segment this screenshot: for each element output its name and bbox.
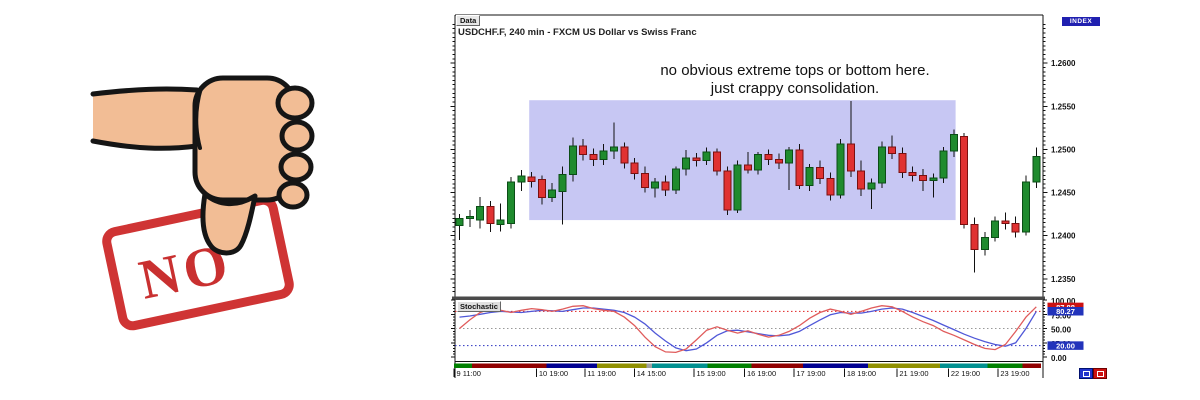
time-axis-label: 18 19:00 [847, 369, 876, 378]
stoch-axis-label: 100.00 [1051, 297, 1076, 306]
scroll-forward-button[interactable] [1093, 368, 1107, 379]
candlesticks [455, 101, 1041, 273]
time-axis-label: 17 19:00 [796, 369, 825, 378]
price-axis-label: 1.2450 [1051, 189, 1076, 198]
thumb [200, 191, 258, 256]
price-axis-label: 1.2500 [1051, 145, 1076, 154]
time-axis-label: 9 11:00 [457, 369, 481, 378]
scroll-back-button[interactable] [1079, 368, 1093, 379]
data-button[interactable]: Data [456, 15, 481, 26]
stochastic-line-%D [459, 307, 1037, 352]
stoch-value-badge [1047, 302, 1084, 312]
price-axis-label: 1.2600 [1051, 59, 1076, 68]
thumbs-down-hand [90, 75, 315, 256]
time-axis-label: 15 19:00 [696, 369, 725, 378]
forearm [93, 89, 197, 149]
knuckle-1 [275, 85, 315, 121]
stoch-axis-label: 0.00 [1051, 354, 1067, 363]
price-axis: 1.2600 1.2550 1.2500 1.2450 1.2400 1.2350 [450, 23, 1076, 293]
time-axis-label: 16 19:00 [747, 369, 776, 378]
time-axis-label: 10 19:00 [539, 369, 568, 378]
time-axis-label: 22 19:00 [951, 369, 980, 378]
time-axis-label: 14 15:00 [637, 369, 666, 378]
price-axis-label: 1.2350 [1051, 275, 1076, 284]
svg-text:80.27: 80.27 [1056, 307, 1075, 316]
stoch-axis-label: 50.00 [1051, 326, 1072, 335]
stoch-axis-label: 75.00 [1051, 311, 1072, 320]
scroll-forward-icon [1096, 370, 1104, 377]
wrist-line [194, 86, 203, 150]
svg-text:20.00: 20.00 [1056, 342, 1075, 351]
price-axis-label: 1.2400 [1051, 232, 1076, 241]
no-stamp: NO [102, 195, 294, 331]
stochastic-label: Stochastic [457, 301, 501, 312]
time-axis: 9 11:00 10 19:00 11 19:00 14 15:00 15 19:00 1… [453, 363, 1042, 378]
time-axis-label: 21 19:00 [899, 369, 928, 378]
stoch-value-badge [1047, 341, 1084, 350]
index-badge: INDEX [1062, 17, 1100, 26]
knuckle-4 [276, 180, 310, 210]
annotation-line-1: no obvious extreme tops or bottom here. [660, 62, 930, 79]
time-axis-label: 23 19:00 [1000, 369, 1029, 378]
stochastic-line-%K [459, 305, 1037, 354]
annotation-line-2: just crappy consolidation. [710, 80, 880, 97]
knuckle-3 [278, 151, 314, 183]
scroll-back-icon [1082, 370, 1090, 377]
thumbs-down-graphic: NO [90, 75, 315, 331]
chart-title: USDCHF.F, 240 min - FXCM US Dollar vs Sw… [458, 27, 697, 38]
chart-annotation: no obvious extreme tops or bottom here. … [590, 62, 1000, 98]
price-axis-label: 1.2550 [1051, 102, 1076, 111]
knuckle-2 [279, 119, 315, 153]
time-axis-label: 11 19:00 [587, 369, 616, 378]
stoch-value-badge [1047, 306, 1084, 316]
